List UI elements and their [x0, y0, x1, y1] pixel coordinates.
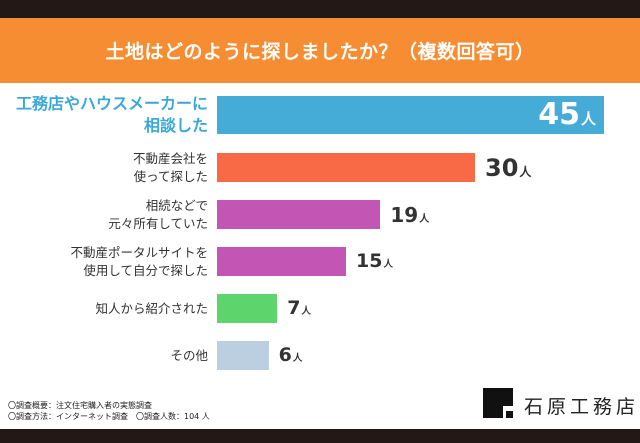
title-banner: 土地はどのように探しましたか？（複数回答可） — [0, 18, 640, 83]
survey-method: 〇調査方法：インターネット調査 〇調査人数：104 人 — [8, 412, 210, 421]
value-unit: 人 — [519, 164, 532, 179]
top-bar — [0, 0, 640, 18]
value-number: 7 — [287, 297, 301, 319]
value-number: 45 — [538, 97, 580, 132]
brand-logo-icon — [483, 388, 513, 418]
value-label: 45人 — [538, 100, 596, 130]
value-number: 6 — [278, 344, 292, 366]
category-label: 不動産ポータルサイトを 使用して自分で探した — [70, 244, 208, 278]
category-label: 工務店やハウスメーカーに 相談した — [15, 94, 208, 135]
value-number: 30 — [485, 153, 519, 182]
survey-summary: 〇調査概要：注文住宅購入者の実態調査 — [8, 401, 152, 410]
value-unit: 人 — [419, 213, 430, 225]
bottom-bar — [0, 429, 640, 443]
brand-name: 石原工務店 — [524, 396, 640, 418]
bar-1 — [217, 153, 475, 182]
value-number: 19 — [390, 202, 419, 227]
survey-notes: 〇調査概要：注文住宅購入者の実態調査 〇調査方法：インターネット調査 〇調査人数… — [8, 400, 210, 422]
value-number: 15 — [356, 250, 383, 272]
category-label: 知人から紹介された — [95, 300, 208, 316]
category-label: その他 — [170, 347, 208, 363]
category-label: 相続などで 元々所有していた — [108, 197, 208, 231]
value-unit: 人 — [383, 259, 393, 270]
value-label: 19人 — [390, 205, 429, 225]
bar-0 — [217, 96, 604, 134]
chart-title: 土地はどのように探しましたか？（複数回答可） — [105, 41, 535, 63]
value-label: 7人 — [287, 299, 311, 318]
value-unit: 人 — [580, 110, 596, 128]
value-label: 30人 — [485, 156, 531, 180]
value-unit: 人 — [301, 306, 311, 317]
bar-4 — [217, 294, 278, 323]
value-unit: 人 — [292, 353, 303, 364]
value-label: 15人 — [356, 252, 393, 271]
value-label: 6人 — [279, 346, 303, 365]
bar-2 — [217, 200, 381, 229]
bar-3 — [217, 247, 346, 276]
bar-5 — [217, 341, 269, 370]
category-label: 不動産会社を 使って探した — [132, 150, 208, 184]
